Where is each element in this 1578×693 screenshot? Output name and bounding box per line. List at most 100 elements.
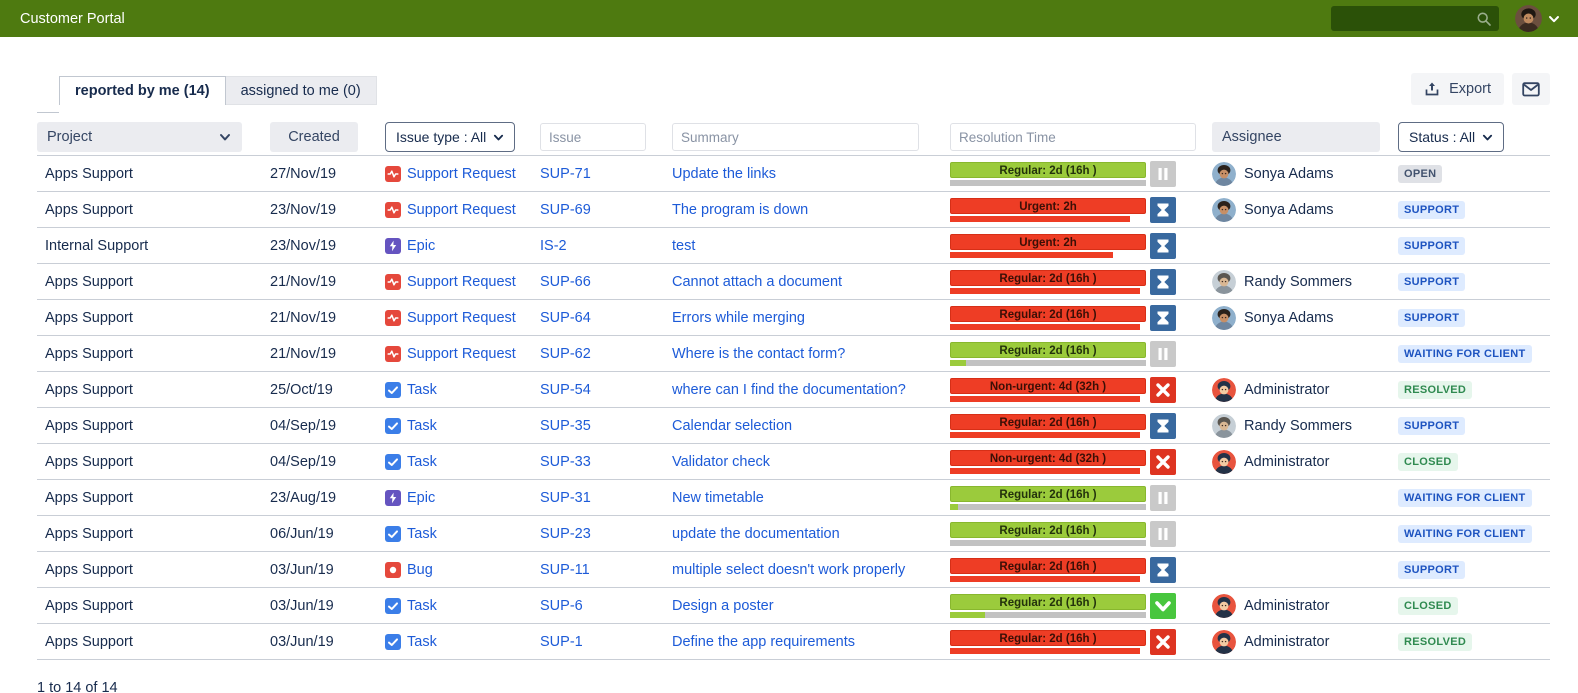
pagination-label: 1 to 14 of 14 — [37, 680, 118, 693]
summary-link[interactable]: where can I find the documentation? — [672, 381, 906, 398]
sla-goal-bar: Regular: 2d (16h ) — [950, 485, 1146, 502]
summary-link[interactable]: Where is the contact form? — [672, 345, 846, 362]
issue-key-cell: SUP-69 — [540, 202, 672, 218]
created-cell: 23/Nov/19 — [270, 201, 337, 218]
issue-type-link[interactable]: Support Request — [407, 201, 516, 218]
sla-progress-bar — [950, 215, 1146, 222]
assignee-name: Administrator — [1244, 597, 1330, 614]
issue-key-link[interactable]: SUP-71 — [540, 165, 591, 182]
issue-key-link[interactable]: SUP-66 — [540, 273, 591, 290]
issue-key-link[interactable]: SUP-31 — [540, 489, 591, 506]
chevron-down-icon[interactable] — [1548, 13, 1560, 25]
project-cell: Apps Support — [45, 633, 133, 650]
issue-type-link[interactable]: Bug — [407, 561, 433, 578]
sla-widget: Regular: 2d (16h ) — [950, 412, 1176, 439]
issue-key-link[interactable]: SUP-33 — [540, 453, 591, 470]
sla-progress-segment — [950, 503, 958, 510]
search-box[interactable] — [1331, 6, 1499, 31]
created-cell: 25/Oct/19 — [270, 381, 333, 398]
issue-type-cell: Support Request — [385, 201, 540, 218]
issue-key-link[interactable]: SUP-6 — [540, 597, 583, 614]
issue-type-link[interactable]: Support Request — [407, 309, 516, 326]
sla-progress-bar — [950, 359, 1146, 366]
tab-assigned-to-me[interactable]: assigned to me (0) — [225, 76, 377, 105]
issue-type-link[interactable]: Task — [407, 633, 437, 650]
resolution-time-filter-input[interactable] — [950, 123, 1196, 151]
sla-goal-bar: Urgent: 2h — [950, 197, 1146, 214]
issue-key-link[interactable]: IS-2 — [540, 237, 567, 254]
issue-type-link[interactable]: Support Request — [407, 273, 516, 290]
app-title: Customer Portal — [20, 10, 125, 27]
resolution-time-cell: Regular: 2d (16h ) — [950, 304, 1212, 331]
issue-key-link[interactable]: SUP-35 — [540, 417, 591, 434]
summary-link[interactable]: update the documentation — [672, 525, 840, 542]
created-filter[interactable]: Created — [270, 122, 358, 152]
summary-link[interactable]: Validator check — [672, 453, 771, 470]
issue-type-cell: Epic — [385, 489, 540, 506]
issue-type-link[interactable]: Epic — [407, 237, 436, 254]
assignee-name: Randy Sommers — [1244, 273, 1352, 290]
issue-key-link[interactable]: SUP-62 — [540, 345, 591, 362]
table-row: Apps Support 04/Sep/19 Task SUP-33 Validator… — [37, 444, 1550, 480]
assignee-name: Randy Sommers — [1244, 417, 1352, 434]
status-badge: RESOLVED — [1398, 380, 1473, 399]
issue-type-link[interactable]: Task — [407, 597, 437, 614]
created-cell: 03/Jun/19 — [270, 561, 334, 578]
issue-type-link[interactable]: Task — [407, 525, 437, 542]
summary-filter-input[interactable] — [672, 123, 919, 151]
summary-link[interactable]: Errors while merging — [672, 309, 805, 326]
summary-link[interactable]: multiple select doesn't work properly — [672, 561, 906, 578]
status-cell: WAITING FOR CLIENT — [1398, 344, 1550, 363]
issue-key-link[interactable]: SUP-1 — [540, 633, 583, 650]
sla-progress-bar — [950, 323, 1146, 330]
support-request-icon — [385, 201, 401, 218]
sla-bars: Regular: 2d (16h ) — [950, 341, 1146, 366]
issue-type-link[interactable]: Support Request — [407, 165, 516, 182]
sla-widget: Regular: 2d (16h ) — [950, 304, 1176, 331]
issue-key-link[interactable]: SUP-64 — [540, 309, 591, 326]
assignee-filter[interactable]: Assignee — [1212, 122, 1380, 152]
resolution-time-cell: Regular: 2d (16h ) — [950, 520, 1212, 547]
project-filter[interactable]: Project — [37, 122, 242, 152]
issue-type-cell: Epic — [385, 237, 540, 254]
status-cell: RESOLVED — [1398, 632, 1550, 651]
issue-type-link[interactable]: Support Request — [407, 345, 516, 362]
assignee-name: Administrator — [1244, 453, 1330, 470]
issue-type-select[interactable]: Issue type : All — [385, 122, 516, 152]
summary-link[interactable]: The program is down — [672, 201, 809, 218]
issue-type-link[interactable]: Task — [407, 453, 437, 470]
sla-bars: Regular: 2d (16h ) — [950, 161, 1146, 186]
chevron-down-icon — [1483, 134, 1493, 140]
sla-goal-bar: Non-urgent: 4d (32h ) — [950, 449, 1146, 466]
status-badge: WAITING FOR CLIENT — [1398, 488, 1532, 507]
summary-link[interactable]: Define the app requirements — [672, 633, 855, 650]
summary-link[interactable]: Design a poster — [672, 597, 774, 614]
issue-type-link[interactable]: Epic — [407, 489, 436, 506]
issue-key-cell: SUP-33 — [540, 454, 672, 470]
summary-link[interactable]: Calendar selection — [672, 417, 793, 434]
issue-key-link[interactable]: SUP-54 — [540, 381, 591, 398]
search-input[interactable] — [1338, 10, 1476, 27]
resolution-time-cell: Regular: 2d (16h ) — [950, 556, 1212, 583]
summary-link[interactable]: New timetable — [672, 489, 764, 506]
issue-type-link[interactable]: Task — [407, 417, 437, 434]
issue-filter-input[interactable] — [540, 123, 646, 151]
issue-key-link[interactable]: SUP-11 — [540, 561, 590, 578]
project-cell: Apps Support — [45, 417, 133, 434]
check-icon — [1150, 592, 1176, 619]
summary-link[interactable]: Cannot attach a document — [672, 273, 843, 290]
issue-key-link[interactable]: SUP-23 — [540, 525, 591, 542]
issue-type-link[interactable]: Task — [407, 381, 437, 398]
hourglass-icon — [1150, 196, 1176, 223]
summary-link[interactable]: Update the links — [672, 165, 776, 182]
user-avatar[interactable] — [1515, 5, 1542, 32]
issue-key-link[interactable]: SUP-69 — [540, 201, 591, 218]
resolution-time-cell: Urgent: 2h — [950, 196, 1212, 223]
summary-link[interactable]: test — [672, 237, 696, 254]
tab-reported-by-me[interactable]: reported by me (14) — [59, 76, 226, 105]
status-select[interactable]: Status : All — [1398, 122, 1505, 152]
sla-progress-segment — [950, 611, 986, 618]
subscribe-button[interactable] — [1512, 73, 1550, 105]
sla-widget: Regular: 2d (16h ) — [950, 268, 1176, 295]
export-button[interactable]: Export — [1411, 73, 1504, 105]
